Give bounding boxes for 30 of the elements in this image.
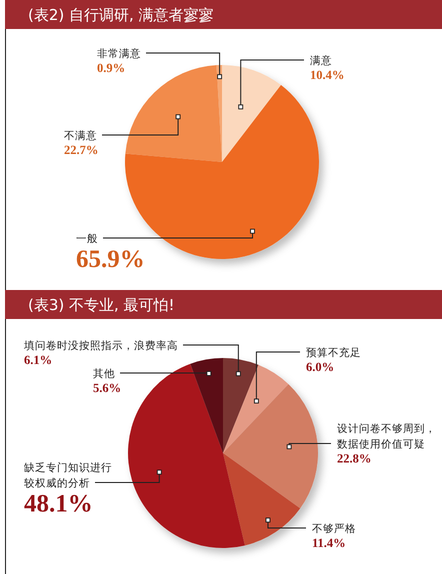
data-label: 5.6% xyxy=(93,381,122,395)
slice-label: 非常满意 xyxy=(97,47,141,60)
chart-title: (表2) 自行调研, 满意者寥寥 xyxy=(28,6,214,24)
slice-label: 一般 xyxy=(76,233,98,245)
data-label: 11.4% xyxy=(312,536,346,550)
slice-label: 其他 xyxy=(93,367,115,380)
pie-slice xyxy=(128,364,245,548)
pie-slice xyxy=(125,65,222,162)
slice-label: 缺乏专门知识进行较权威的分析 xyxy=(24,461,112,490)
slice-label: 不满意 xyxy=(64,129,97,142)
data-label: 10.4% xyxy=(310,68,344,82)
pie-slice xyxy=(190,358,223,453)
data-label: 22.7% xyxy=(64,143,98,157)
data-label: 65.9% xyxy=(76,246,145,273)
pie-slice xyxy=(223,358,259,453)
chart-title: (表3) 不专业, 最可怕! xyxy=(28,296,175,314)
pie-slice xyxy=(223,384,318,508)
data-label: 0.9% xyxy=(97,61,126,75)
slice-label: 满意 xyxy=(310,54,332,67)
pie-slice xyxy=(223,364,288,453)
slice-label: 设计问卷不够周到，数据使用价值可疑 xyxy=(337,422,436,450)
data-label: 22.8% xyxy=(337,452,372,466)
slice-label: 填问卷时没按照指示，浪费率高 xyxy=(23,339,178,352)
data-label: 6.1% xyxy=(24,353,52,367)
slice-label: 预算不充足 xyxy=(306,346,361,359)
data-label: 6.0% xyxy=(306,360,334,374)
pie-slice xyxy=(223,453,300,546)
pie-slice xyxy=(222,65,282,162)
slice-label: 不够严格 xyxy=(312,523,356,535)
data-label: 48.1% xyxy=(24,490,93,518)
